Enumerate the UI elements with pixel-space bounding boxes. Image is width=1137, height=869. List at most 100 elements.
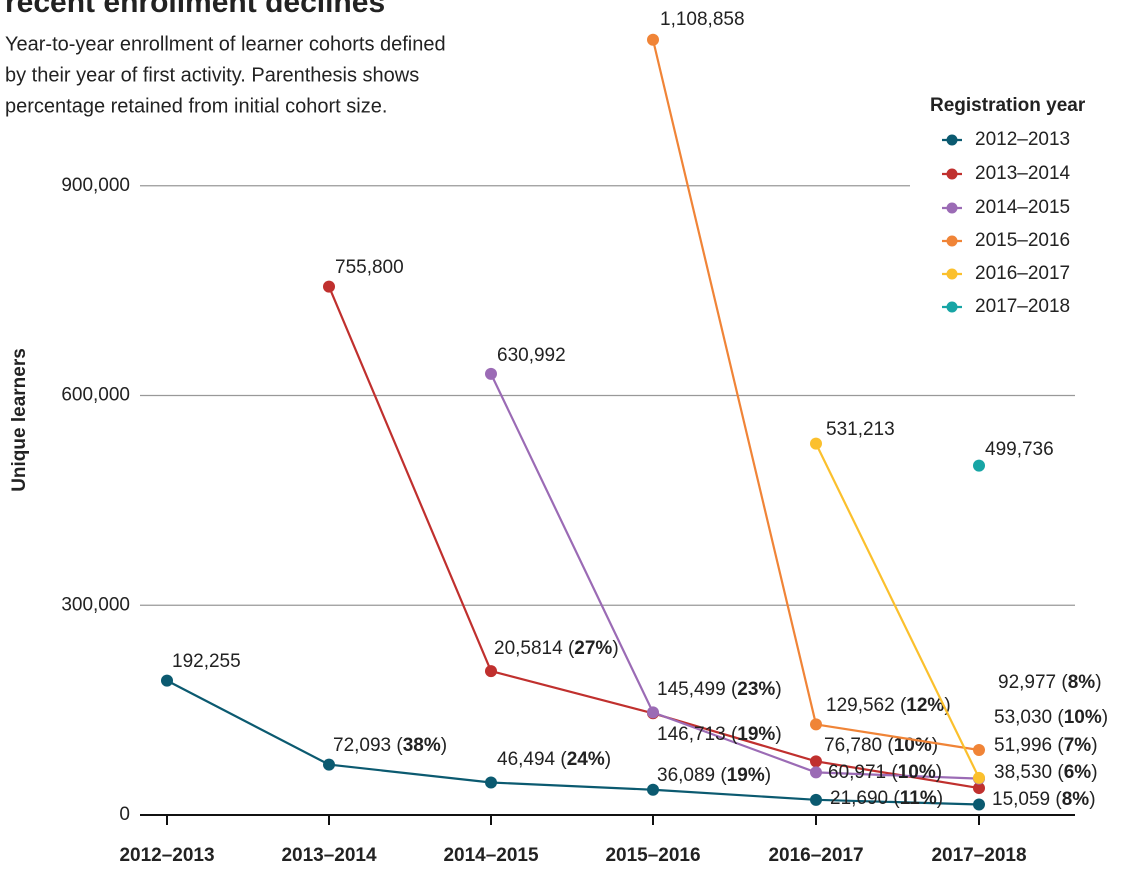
label-part: 38,530 ( xyxy=(994,762,1064,783)
label-part: ) xyxy=(937,788,943,809)
legend-label: 2015–2016 xyxy=(975,230,1070,251)
label-part: 60,971 ( xyxy=(828,762,898,783)
label-part: 145,499 ( xyxy=(657,679,738,700)
data-point xyxy=(810,437,822,450)
label-part: 21,690 ( xyxy=(830,788,900,809)
data-point xyxy=(323,758,335,771)
data-point xyxy=(485,367,497,380)
data-label: 38,530 (6%) xyxy=(994,762,1098,783)
label-part: 27% xyxy=(574,638,612,659)
x-tick-label: 2012–2013 xyxy=(119,845,214,866)
data-label: 1,108,858 xyxy=(660,9,745,30)
series-line xyxy=(490,373,980,780)
legend-title: Registration year xyxy=(930,95,1086,116)
label-part: 8% xyxy=(1062,789,1090,810)
label-part: 11% xyxy=(900,788,937,809)
data-label: 21,690 (11%) xyxy=(830,788,943,809)
y-tick-label: 300,000 xyxy=(61,594,130,615)
label-part: 23% xyxy=(737,679,775,700)
y-tick-label: 0 xyxy=(119,804,130,825)
label-part: ) xyxy=(1089,789,1095,810)
data-label: 36,089 (19%) xyxy=(657,765,771,786)
label-part: 7% xyxy=(1064,735,1092,756)
legend-marker xyxy=(946,168,958,180)
data-point xyxy=(323,280,335,293)
legend-marker xyxy=(946,134,958,146)
legend-label: 2013–2014 xyxy=(975,163,1071,184)
label-part: 10% xyxy=(898,762,936,783)
legend-label: 2014–2015 xyxy=(975,197,1070,218)
legend-marker xyxy=(946,268,958,280)
data-label: 531,213 xyxy=(826,419,895,440)
label-part: 6% xyxy=(1064,762,1092,783)
label-part: 53,030 ( xyxy=(994,707,1064,728)
data-point xyxy=(973,782,985,795)
data-label: 755,800 xyxy=(335,257,404,278)
label-part: 46,494 ( xyxy=(497,749,567,770)
data-point xyxy=(973,771,985,784)
label-part: 36,089 ( xyxy=(657,765,727,786)
x-tick-label: 2014–2015 xyxy=(443,845,539,866)
data-point xyxy=(647,706,659,719)
label-part: 129,562 ( xyxy=(826,695,907,716)
data-label: 20,5814 (27%) xyxy=(494,638,619,659)
x-tick-label: 2013–2014 xyxy=(281,845,377,866)
data-point xyxy=(647,33,659,46)
data-label: 51,996 (7%) xyxy=(994,735,1098,756)
label-part: ) xyxy=(1091,762,1097,783)
data-point xyxy=(485,665,497,678)
label-part: ) xyxy=(775,679,781,700)
label-part: ) xyxy=(1095,672,1101,693)
x-tick-label: 2016–2017 xyxy=(768,845,863,866)
data-point xyxy=(810,755,822,768)
label-part: 15,059 ( xyxy=(992,789,1062,810)
series-line xyxy=(815,443,980,779)
label-part: 51,996 ( xyxy=(994,735,1064,756)
data-point xyxy=(485,776,497,789)
subtitle: by their year of first activity. Parenth… xyxy=(5,64,419,86)
data-point xyxy=(973,743,985,756)
label-part: 92,977 ( xyxy=(998,672,1068,693)
label-part: 76,780 ( xyxy=(824,735,894,756)
legend-label: 2012–2013 xyxy=(975,129,1070,150)
subtitle: Year-to-year enrollment of learner cohor… xyxy=(5,33,446,55)
label-part: ) xyxy=(944,695,950,716)
legend-marker xyxy=(946,235,958,247)
data-label: 145,499 (23%) xyxy=(657,679,782,700)
data-point xyxy=(973,798,985,811)
legend-marker xyxy=(946,301,958,313)
label-part: ) xyxy=(765,765,771,786)
data-point xyxy=(810,793,822,806)
series-line xyxy=(651,39,980,752)
data-label: 15,059 (8%) xyxy=(992,789,1096,810)
label-part: 24% xyxy=(567,749,605,770)
label-part: ) xyxy=(932,735,938,756)
x-tick-label: 2015–2016 xyxy=(605,845,700,866)
legend-label: 2016–2017 xyxy=(975,263,1070,284)
label-part: 20,5814 ( xyxy=(494,638,575,659)
data-label: 129,562 (12%) xyxy=(826,695,951,716)
data-point xyxy=(810,718,822,731)
label-part: 19% xyxy=(727,765,765,786)
label-part: ) xyxy=(612,638,618,659)
label-part: 38% xyxy=(403,735,441,756)
x-tick-label: 2017–2018 xyxy=(931,845,1026,866)
data-label: 46,494 (24%) xyxy=(497,749,611,770)
data-label: 76,780 (10%) xyxy=(824,735,938,756)
data-point xyxy=(161,674,173,687)
label-part: 72,093 ( xyxy=(333,735,403,756)
label-part: ) xyxy=(1102,707,1108,728)
data-label: 499,736 xyxy=(985,439,1054,460)
label-part: ) xyxy=(936,762,942,783)
data-point xyxy=(647,783,659,796)
label-part: 19% xyxy=(737,724,775,745)
y-tick-label: 900,000 xyxy=(61,175,130,196)
label-part: ) xyxy=(605,749,611,770)
subtitle: percentage retained from initial cohort … xyxy=(5,95,387,117)
label-part: ) xyxy=(441,735,447,756)
legend-marker xyxy=(946,202,958,214)
data-label: 630,992 xyxy=(497,345,566,366)
data-label: 72,093 (38%) xyxy=(333,735,447,756)
chart-title: recent enrollment declines xyxy=(5,0,385,19)
